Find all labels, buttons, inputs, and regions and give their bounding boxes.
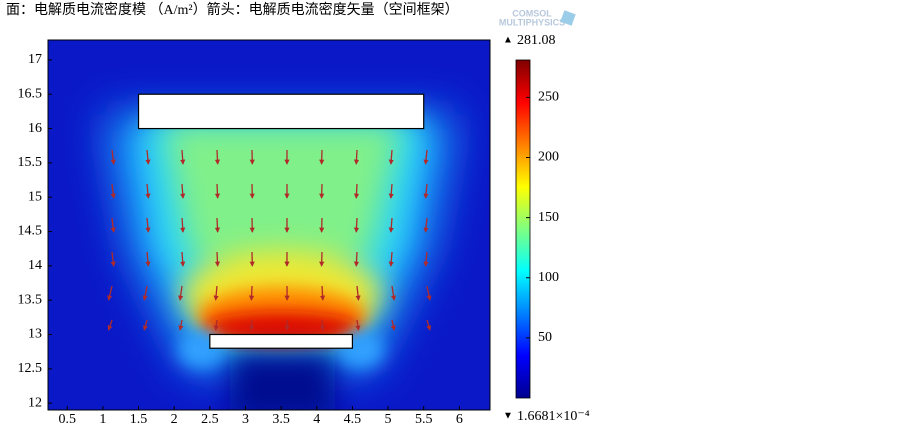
arrow: [217, 252, 218, 266]
arrow: [251, 286, 252, 300]
arrow: [356, 150, 357, 164]
colorbar-tick-label: 200: [538, 150, 559, 165]
colorbar: [516, 60, 530, 398]
colorbar-tick-label: 250: [538, 90, 559, 105]
y-tick-label: 14: [28, 258, 42, 273]
x-tick-label: 5.5: [415, 412, 433, 427]
electrode: [139, 94, 424, 128]
x-tick-label: 1.5: [130, 412, 148, 427]
x-tick-label: 5: [385, 412, 392, 427]
x-tick-label: 2.5: [201, 412, 219, 427]
y-tick-label: 12: [28, 395, 42, 410]
x-tick-label: 3: [242, 412, 249, 427]
arrow: [217, 218, 218, 232]
y-tick-label: 15: [28, 189, 42, 204]
y-tick-label: 16.5: [18, 86, 43, 101]
y-tick-label: 13.5: [18, 292, 43, 307]
colorbar-tick-label: 150: [538, 210, 559, 225]
x-tick-label: 4: [313, 412, 320, 427]
colorbar-tick-label: 100: [538, 270, 559, 285]
y-tick-label: 15.5: [18, 155, 43, 170]
y-tick-label: 13: [28, 327, 42, 342]
arrow: [251, 320, 252, 330]
x-tick-label: 1: [99, 412, 106, 427]
arrow: [322, 286, 323, 300]
arrow: [217, 150, 218, 164]
max-marker: ▲: [503, 34, 513, 45]
colorbar-tick-label: 50: [538, 330, 552, 345]
x-tick-label: 3.5: [272, 412, 290, 427]
y-tick-label: 12.5: [18, 361, 43, 376]
x-tick-label: 4.5: [344, 412, 362, 427]
arrow: [322, 320, 323, 330]
x-tick-label: 6: [456, 412, 463, 427]
y-tick-label: 17: [28, 52, 42, 67]
colorbar-max: 281.08: [517, 33, 556, 48]
y-tick-label: 16: [28, 121, 42, 136]
colorbar-min: 1.6681×10⁻⁴: [517, 409, 590, 424]
arrow: [356, 184, 357, 198]
chart-title: 面：电解质电流密度模 （A/m²）箭头：电解质电流密度矢量（空间框架）: [6, 1, 459, 18]
logo: MULTIPHYSICS: [499, 17, 565, 27]
arrow: [356, 218, 357, 232]
min-marker: ▼: [503, 410, 513, 421]
x-tick-label: 0.5: [58, 412, 76, 427]
y-tick-label: 14.5: [18, 224, 43, 239]
arrow: [356, 252, 357, 266]
electrode: [210, 334, 353, 348]
x-tick-label: 2: [171, 412, 178, 427]
arrow: [217, 184, 218, 198]
